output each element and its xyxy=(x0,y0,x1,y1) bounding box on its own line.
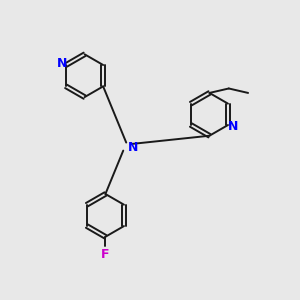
Text: N: N xyxy=(228,120,238,133)
Text: N: N xyxy=(57,57,68,70)
Text: N: N xyxy=(128,140,138,154)
Text: F: F xyxy=(101,248,110,261)
